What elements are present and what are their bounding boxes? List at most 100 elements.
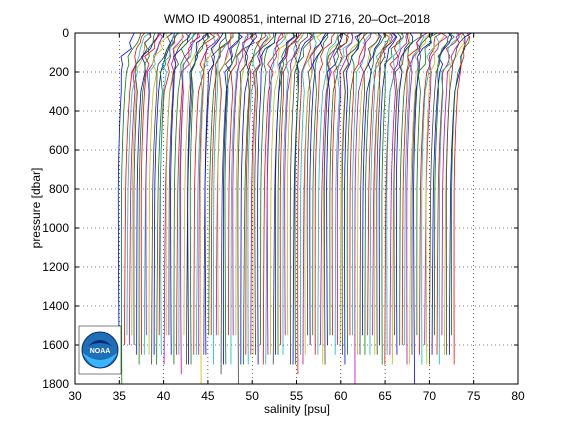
salinity-profile-line [431,32,453,355]
salinity-profile-line [346,32,368,355]
salinity-profile-line [381,32,402,365]
salinity-profile-line [156,32,179,365]
salinity-profile-line [362,32,382,336]
y-tick-label: 800 [49,182,69,196]
salinity-profile-line [173,32,197,365]
y-tick-label: 1600 [42,338,69,352]
x-tick-label: 55 [290,389,304,403]
x-tick-label: 45 [201,389,215,403]
y-tick-label: 200 [49,65,69,79]
salinity-profile-line [425,32,446,365]
salinity-profile-line [168,32,191,336]
salinity-profile-line [140,32,161,355]
salinity-profile-line [424,32,448,346]
salinity-profile-line [399,32,422,346]
y-tick-label: 1000 [42,221,69,235]
salinity-profile-line [183,32,205,336]
salinity-profile-line [323,32,344,365]
salinity-profile-line [153,32,175,355]
salinity-profile-line [282,32,305,355]
noaa-logo: NOAA [78,325,122,375]
x-tick-label: 70 [423,389,437,403]
salinity-profile-line [186,32,209,365]
salinity-profile-line [378,32,398,346]
salinity-profile-line [329,32,350,336]
salinity-profile-line [299,32,317,355]
salinity-profile-line [416,32,438,336]
salinity-profile-line [372,32,394,336]
salinity-profile-line [331,32,349,336]
x-tick-label: 80 [511,389,525,403]
salinity-profile-line [326,32,344,346]
salinity-profile-line [376,32,397,355]
salinity-profile-line [359,32,380,355]
salinity-profile-line [309,32,329,346]
salinity-profile-line [257,32,276,365]
salinity-profile-line [436,32,460,355]
salinity-profile-line [266,32,283,355]
salinity-profile-line [341,32,363,355]
salinity-profile-line [413,32,434,385]
salinity-profile-line [364,32,385,355]
salinity-profile-line [453,32,470,365]
salinity-profile-line [247,32,269,365]
salinity-profile-line [393,32,410,336]
salinity-profile-line [339,32,361,346]
salinity-profile-line [433,32,455,336]
y-tick-label: 400 [49,104,69,118]
axis-ticks [74,32,519,385]
salinity-profile-line [441,32,463,336]
salinity-profile-line [222,32,243,365]
chart-title: WMO ID 4900851, internal ID 2716, 20–Oct… [164,12,430,26]
x-tick-label: 65 [378,389,392,403]
salinity-profile-line [187,32,208,365]
salinity-profile-line [160,32,181,355]
salinity-profile-line [306,32,327,336]
salinity-profile-line [200,32,220,385]
salinity-profile-line [117,32,135,355]
salinity-profile-line [270,32,290,355]
salinity-profile-line [138,32,156,365]
salinity-profile-line [124,32,146,346]
salinity-profile-line [148,32,168,355]
salinity-profile-line [279,32,300,346]
x-tick-label: 60 [334,389,348,403]
salinity-profile-line [451,32,471,336]
salinity-profile-line [389,32,408,355]
salinity-profile-line [314,32,336,355]
salinity-profile-line [193,32,216,355]
salinity-profile-line [277,32,298,355]
salinity-profile-line [243,32,263,365]
y-tick-label: 0 [62,26,69,40]
x-tick-label: 30 [68,389,82,403]
svg-text:NOAA: NOAA [90,348,111,355]
salinity-profile-line [145,32,164,336]
salinity-profile-line [349,32,366,336]
salinity-profile-line [133,32,152,346]
salinity-profile-line [289,32,308,365]
salinity-profile-line [284,32,303,336]
salinity-profile-line [409,32,433,365]
salinity-profile-line [240,32,257,365]
y-tick-labels: 0 200 400 600 800 1000 1200 1400 1600 1800 [42,26,69,391]
salinity-profile-line [121,32,142,385]
salinity-profile-line [297,32,315,375]
salinity-profile-line [210,32,232,336]
x-tick-label: 40 [157,389,171,403]
salinity-profile-line [204,32,224,355]
salinity-profile-line [203,32,227,355]
x-axis-label: salinity [psu] [264,402,330,416]
salinity-profile-line [230,32,252,365]
salinity-profile-line [179,32,201,375]
salinity-profile-line [260,32,277,346]
salinity-profile-line [126,32,151,336]
salinity-profile-line [386,32,405,355]
salinity-profile-line [217,32,235,336]
salinity-profile-line [312,32,329,336]
salinity-profile-line [228,32,249,336]
salinity-profile-line [198,32,221,355]
salinity-profile-line [354,32,372,385]
salinity-profile-line [357,32,379,355]
salinity-profile-line [237,32,257,385]
salinity-profile-line [131,32,152,336]
